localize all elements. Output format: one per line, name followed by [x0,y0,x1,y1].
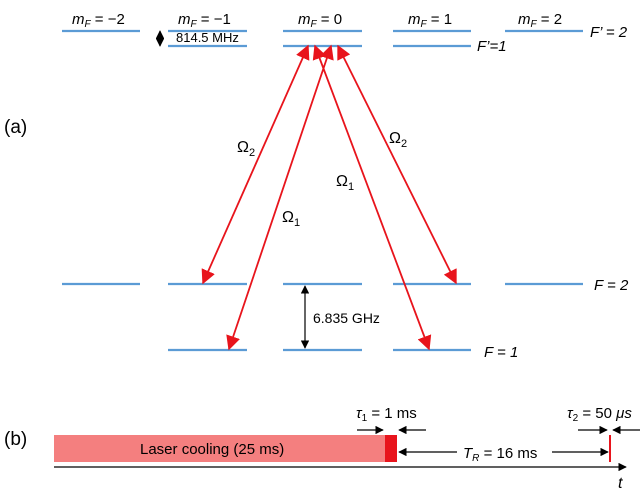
panel-a-label: (a) [4,117,27,138]
laser-cooling-bar [54,435,387,462]
omega2-label-left: Ω2 [237,139,255,159]
mf-header-minus2: mF = −2 [72,11,125,30]
tau1-label: τ1 = 1 ms [356,405,417,424]
mf-header-2: mF = 2 [518,11,562,30]
omega1-label-left: Ω1 [282,209,300,229]
mf-header-1: mF = 1 [408,11,452,30]
omega2-label-right: Ω2 [389,130,407,150]
omega1-label-right: Ω1 [336,173,354,193]
tau2-label: τ2 = 50 μs [567,405,632,424]
time-axis-label: t [618,475,623,492]
label-f-prime-2: F’ = 2 [590,24,628,41]
mf-header-0: mF = 0 [298,11,342,30]
label-f-prime-1: F’=1 [477,38,507,55]
omega2-transition-left [201,44,310,285]
omega2-transition-right [337,44,457,285]
omega1-transition-right [312,44,432,351]
pulse-1 [385,435,397,462]
laser-cooling-label: Laser cooling (25 ms) [140,441,284,458]
excited-splitting-label: 814.5 MHz [176,30,239,45]
ground-splitting-label: 6.835 GHz [313,310,380,326]
panel-b-label: (b) [4,429,27,450]
mf-header-minus1: mF = −1 [178,11,231,30]
tr-label: TR = 16 ms [463,445,537,464]
label-f-1: F = 1 [484,344,518,361]
label-f-2: F = 2 [594,277,629,294]
omega1-transition-left [226,44,334,351]
